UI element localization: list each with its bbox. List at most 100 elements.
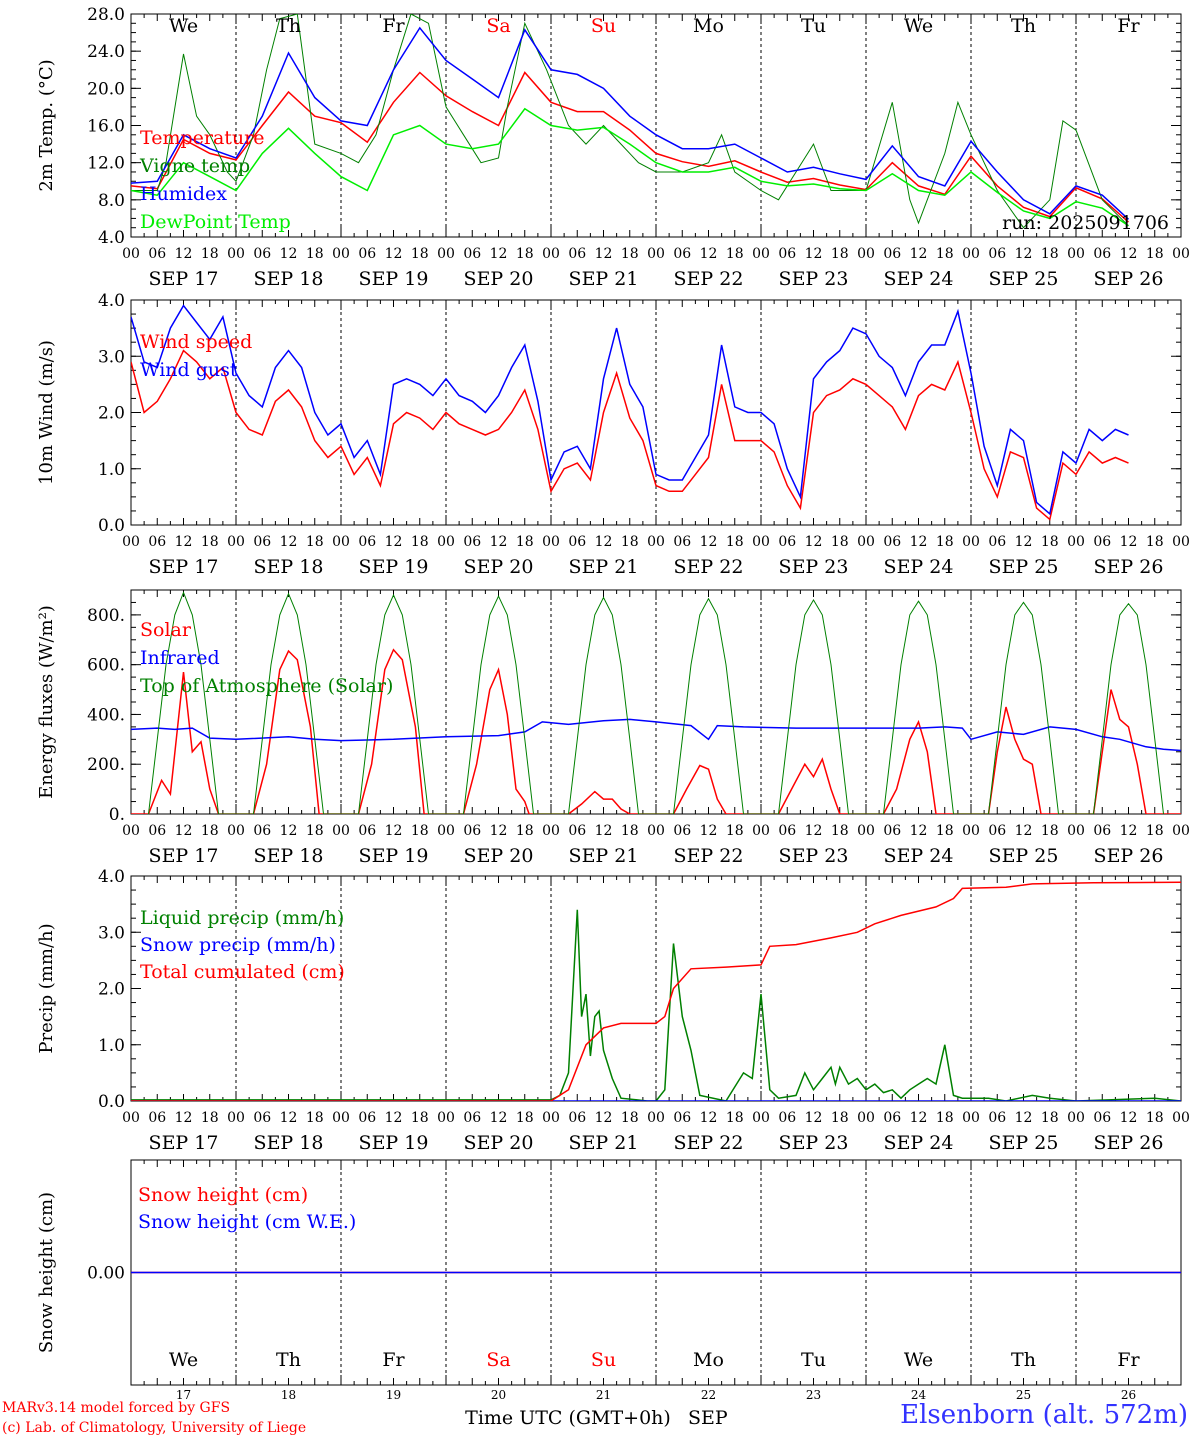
hour-tick-label: 18 — [201, 534, 219, 550]
date-label: SEP 26 — [1094, 1132, 1164, 1154]
y-tick-label: 1.0 — [98, 1036, 125, 1056]
hour-tick-label: 18 — [411, 823, 429, 839]
hour-tick-label: 12 — [805, 1110, 823, 1126]
date-label: SEP 25 — [989, 556, 1059, 578]
y-axis-label: Snow height (cm) — [36, 1192, 57, 1353]
legend-entry: Snow height (cm) — [138, 1184, 308, 1206]
hour-tick-label: 06 — [568, 823, 586, 839]
hour-tick-label: 00 — [437, 1110, 455, 1126]
hour-tick-label: 18 — [621, 1110, 639, 1126]
run-label: run: 2025091706 — [1002, 212, 1169, 234]
hour-tick-label: 00 — [542, 534, 560, 550]
hour-tick-label: 00 — [1172, 1110, 1190, 1126]
panel-frame — [130, 13, 1182, 238]
date-label: SEP 26 — [1094, 845, 1164, 867]
date-label: SEP 17 — [149, 845, 219, 867]
hour-tick-label: 00 — [437, 534, 455, 550]
hour-tick-label: 06 — [778, 246, 796, 262]
hour-tick-label: 12 — [385, 246, 403, 262]
hour-tick-label: 12 — [175, 823, 193, 839]
hour-tick-label: 06 — [358, 1110, 376, 1126]
legend-entry: Liquid precip (mm/h) — [140, 907, 344, 929]
date-label: SEP 17 — [149, 268, 219, 290]
hour-tick-label: 00 — [332, 1110, 350, 1126]
legend-entry: Top of Atmosphere (Solar) — [140, 675, 393, 697]
date-label: SEP 22 — [674, 268, 744, 290]
y-tick-label: 0.00 — [87, 1264, 125, 1284]
hour-tick-label: 12 — [910, 246, 928, 262]
hour-tick-label: 06 — [883, 1110, 901, 1126]
weekday-label: Mo — [693, 1349, 724, 1371]
model-credit: MARv3.14 model forced by GFS — [2, 1400, 231, 1416]
y-tick-label: 3.0 — [98, 923, 125, 943]
series-line-infrared — [131, 718, 1181, 752]
hour-tick-label: 00 — [437, 246, 455, 262]
y-tick-label: 20.0 — [87, 79, 125, 99]
hour-tick-label: 06 — [673, 1110, 691, 1126]
hour-tick-label: 18 — [1146, 823, 1164, 839]
hour-tick-label: 18 — [726, 534, 744, 550]
hour-tick-label: 00 — [1067, 534, 1085, 550]
hour-tick-label: 06 — [778, 823, 796, 839]
hour-tick-label: 12 — [175, 1110, 193, 1126]
date-label: SEP 20 — [464, 268, 534, 290]
date-label: SEP 23 — [779, 556, 849, 578]
hour-tick-label: 00 — [962, 534, 980, 550]
hour-tick-label: 18 — [306, 246, 324, 262]
hour-tick-label: 18 — [831, 534, 849, 550]
series-line-dewpoint-temp — [131, 107, 1129, 227]
day-number-label: 22 — [701, 1388, 716, 1402]
hour-tick-label: 00 — [122, 534, 140, 550]
hour-tick-label: 18 — [936, 246, 954, 262]
weekday-label: We — [904, 15, 933, 37]
hour-tick-label: 18 — [1041, 823, 1059, 839]
hour-tick-label: 12 — [805, 823, 823, 839]
month-label: SEP — [688, 1407, 728, 1429]
date-label: SEP 25 — [989, 845, 1059, 867]
hour-tick-label: 06 — [988, 823, 1006, 839]
legend-entry: Humidex — [140, 183, 227, 205]
hour-tick-label: 12 — [595, 246, 613, 262]
series-line-top-of-atmosphere-solar- — [148, 591, 1164, 814]
hour-tick-label: 12 — [1015, 1110, 1033, 1126]
panel-3: 0. 200. 400. 600. 800. Energy fluxes (W/m²) So… — [36, 589, 1190, 867]
y-tick-label: 4.0 — [98, 228, 125, 248]
hour-tick-label: 18 — [1041, 534, 1059, 550]
hour-tick-label: 18 — [1041, 1110, 1059, 1126]
hour-tick-label: 06 — [568, 1110, 586, 1126]
hour-tick-label: 00 — [122, 1110, 140, 1126]
weekday-label: Th — [1011, 1349, 1036, 1371]
y-axis-label: 10m Wind (m/s) — [36, 340, 57, 485]
hour-tick-label: 12 — [1015, 246, 1033, 262]
hour-tick-label: 18 — [621, 823, 639, 839]
series-line-wind-gust — [131, 304, 1129, 516]
series-line-total-cumulated-cm- — [131, 881, 1181, 1101]
hour-tick-label: 00 — [542, 823, 560, 839]
weekday-label: Tu — [801, 15, 826, 37]
y-tick-label: 4.0 — [98, 867, 125, 887]
hour-tick-label: 06 — [463, 1110, 481, 1126]
date-label: SEP 17 — [149, 556, 219, 578]
hour-tick-label: 12 — [280, 1110, 298, 1126]
legend-entry: DewPoint Temp — [140, 211, 291, 233]
weekday-label: We — [169, 15, 198, 37]
weekday-label: Th — [276, 1349, 301, 1371]
legend-entry: Wind speed — [140, 331, 252, 353]
hour-tick-label: 00 — [1172, 534, 1190, 550]
y-axis-label: Precip (mm/h) — [36, 923, 57, 1053]
series-line-wind-speed — [131, 349, 1129, 521]
panel-4: 0.0 1.0 2.0 3.0 4.0 Precip (mm/h) Liquid preci… — [36, 867, 1190, 1154]
series-line-humidex — [131, 26, 1130, 220]
weekday-label: We — [904, 1349, 933, 1371]
y-tick-label: 24.0 — [87, 42, 125, 62]
weekday-label: We — [169, 1349, 198, 1371]
hour-tick-label: 18 — [516, 246, 534, 262]
hour-tick-label: 06 — [463, 823, 481, 839]
hour-tick-label: 00 — [227, 246, 245, 262]
hour-tick-label: 18 — [516, 534, 534, 550]
hour-tick-label: 18 — [726, 823, 744, 839]
day-number-label: 20 — [491, 1388, 506, 1402]
date-label: SEP 21 — [569, 1132, 639, 1154]
hour-tick-label: 00 — [332, 823, 350, 839]
y-tick-label: 0. — [109, 805, 125, 825]
